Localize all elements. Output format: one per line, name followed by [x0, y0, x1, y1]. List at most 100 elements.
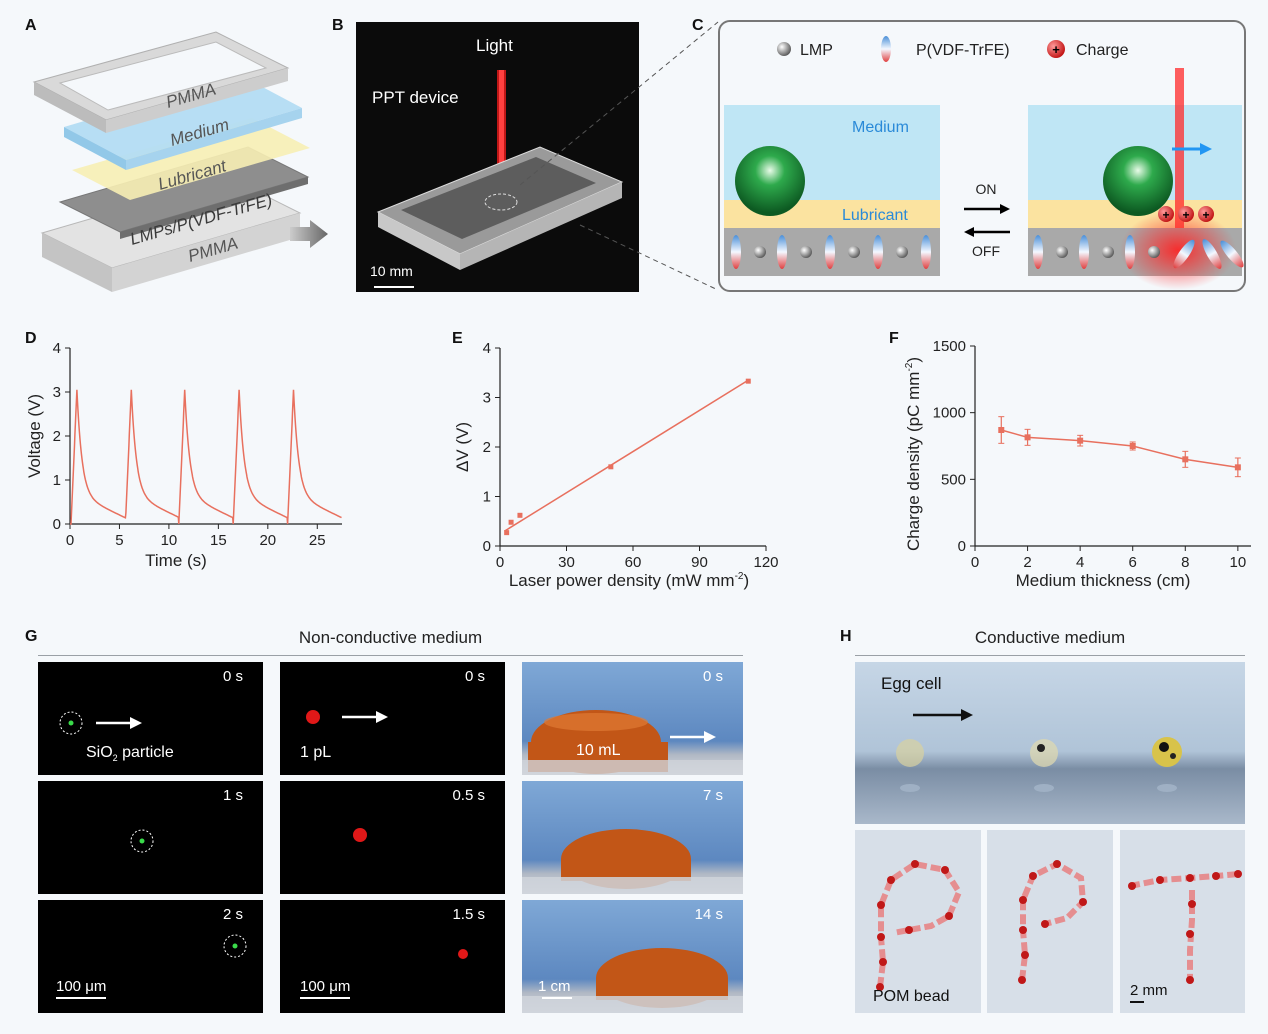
x-axis-title: Laser power density (mW mm-2): [509, 571, 749, 590]
data-point: [745, 378, 751, 384]
charge-series-line: [1001, 429, 1238, 469]
light-label: Light: [476, 36, 513, 55]
egg-cell: [1030, 739, 1058, 767]
data-point: [608, 464, 614, 470]
x-tick-label: 10: [161, 532, 178, 549]
y-tick-label: 4: [53, 340, 61, 357]
direction-arrow: [704, 731, 716, 743]
x-tick-label: 0: [971, 554, 979, 571]
time-label: 0.5 s: [452, 787, 485, 804]
panel-label-f: F: [889, 330, 899, 347]
charge-legend-plus: +: [1052, 42, 1060, 57]
device-photo: Light PPT device 10 mm: [356, 22, 639, 292]
layer-lubricant: [72, 118, 310, 200]
panel-g-rule: [38, 655, 743, 656]
zoom-lines: [520, 21, 719, 291]
x-tick-label: 10: [1230, 554, 1247, 571]
egg-cell-label: Egg cell: [881, 674, 942, 693]
droplet-frame-0: 0 s 1 pL: [280, 662, 505, 775]
bead-trajectory: [1129, 871, 1239, 889]
x-tick-label: 15: [210, 532, 227, 549]
panel-label-e: E: [452, 330, 463, 347]
data-point: [504, 530, 510, 536]
time-label: 1.5 s: [452, 906, 485, 923]
data-point: [1129, 443, 1136, 449]
time-label: 0 s: [702, 668, 723, 685]
droplet-frame-1: 0.5 s: [280, 781, 505, 894]
scale-label: 2 mm: [1130, 982, 1168, 999]
pl-droplet: [306, 710, 320, 724]
droplet-label: 1 pL: [300, 744, 332, 761]
x-tick-label: 4: [1076, 554, 1084, 571]
charge-legend-label: Charge: [1076, 42, 1129, 59]
x-tick-label: 0: [496, 554, 504, 571]
lmp-row-off: [731, 235, 931, 269]
linear-fit-line: [504, 379, 749, 532]
y-tick-label: 3: [53, 384, 61, 401]
sio2-particle: [68, 720, 74, 726]
sio2-label: SiO2 particle: [86, 744, 174, 764]
x-tick-label: 25: [309, 532, 326, 549]
x-tick-label: 90: [691, 554, 708, 571]
drop-photo-1: 7 s: [522, 781, 743, 894]
sio2-frame-2: 2 s 100 μm: [38, 900, 263, 1013]
data-point: [1077, 437, 1084, 444]
pom-bead: [876, 983, 884, 991]
svg-text:+: +: [1162, 208, 1169, 222]
y-tick-label: 500: [941, 471, 966, 488]
svg-text:+: +: [1182, 208, 1189, 222]
x-axis-title: Time (s): [145, 551, 207, 570]
y-axis-title: Voltage (V): [25, 394, 44, 478]
layer-stack-diagram: PMMA Medium Lubricant LMPs/P(VDF-TrFE) P…: [32, 31, 310, 292]
bead-path-photo-1: POM bead: [855, 830, 981, 1013]
pvdf-legend-icon: [881, 36, 891, 62]
bead-label: POM bead: [873, 988, 950, 1005]
svg-text:+: +: [1202, 208, 1209, 222]
scale-label: 1 cm: [538, 978, 571, 995]
y-tick-label: 4: [483, 340, 491, 357]
y-axis-title: Charge density (pC mm-2): [904, 357, 923, 551]
time-label: 2 s: [222, 906, 243, 923]
bead-path-photo-2: [987, 830, 1113, 1013]
off-label: OFF: [972, 243, 1000, 259]
direction-arrow: [130, 717, 142, 729]
layer-medium: [64, 75, 302, 170]
y-tick-label: 2: [483, 439, 491, 456]
x-tick-label: 5: [115, 532, 123, 549]
x-axis-title: Medium thickness (cm): [1016, 571, 1191, 590]
y-tick-label: 0: [958, 538, 966, 555]
data-point: [998, 427, 1005, 433]
x-tick-label: 2: [1023, 554, 1031, 571]
drop-photo-0: 0 s 10 mL: [522, 662, 743, 775]
lubricant-label: Lubricant: [842, 207, 908, 224]
sio2-particle: [232, 943, 238, 949]
sio2-particle: [139, 838, 145, 844]
time-label: 0 s: [222, 668, 243, 685]
y-tick-label: 1: [53, 472, 61, 489]
medium-label: Medium: [852, 119, 909, 136]
panel-h-title: Conductive medium: [974, 628, 1126, 647]
x-tick-label: 20: [259, 532, 276, 549]
panel-h-rule: [855, 655, 1245, 656]
time-label: 14 s: [694, 906, 723, 923]
chart-charge-thickness: 0 2 4 6 8 10 0 500 1000 1500 Medium thickness (cm)…: [904, 338, 1251, 590]
scale-label: 100 μm: [56, 978, 107, 995]
y-tick-label: 0: [483, 538, 491, 555]
lmp-legend-icon: [777, 42, 791, 56]
charge-legend-icon: [1047, 40, 1065, 58]
x-tick-label: 0: [66, 532, 74, 549]
sio2-frame-1: 1 s: [38, 781, 263, 894]
bead-trajectory: [1019, 860, 1087, 981]
panel-label-a: A: [25, 17, 37, 34]
time-label: 7 s: [702, 787, 723, 804]
sphere-off: [735, 146, 805, 216]
scale-bar-b: 10 mm: [370, 263, 413, 279]
right-arrow-icon: [290, 220, 328, 248]
data-point: [1234, 464, 1241, 471]
x-tick-label: 6: [1129, 554, 1137, 571]
pl-droplet: [353, 828, 367, 842]
data-point: [508, 519, 514, 525]
data-point: [1182, 456, 1189, 463]
panel-label-c: C: [692, 17, 704, 34]
panel-label-b: B: [332, 17, 344, 34]
